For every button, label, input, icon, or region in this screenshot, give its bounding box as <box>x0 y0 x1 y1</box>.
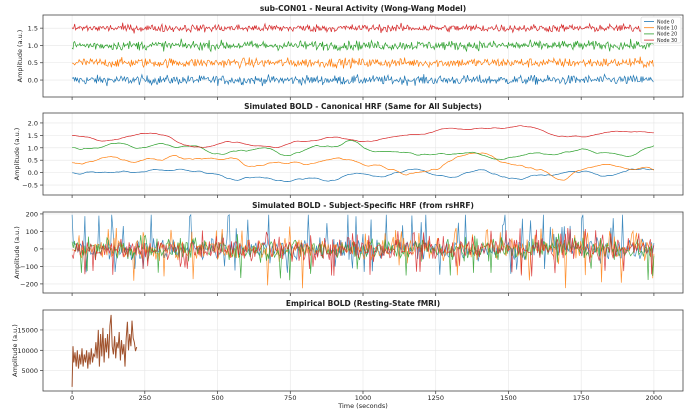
legend-label: Node 30 <box>657 38 677 44</box>
y-tick-label: 5000 <box>21 367 38 375</box>
legend-label: Node 10 <box>657 26 677 32</box>
x-tick-label: 1000 <box>355 394 372 402</box>
series-line-node-30 <box>71 22 654 34</box>
y-tick-label: −100 <box>20 263 38 271</box>
x-tick-label: 1750 <box>573 394 590 402</box>
series-line-2 <box>71 233 655 281</box>
axes-frame <box>42 309 684 392</box>
y-tick-label: 1.5 <box>28 25 38 33</box>
series-line-2 <box>72 140 655 160</box>
y-axis-label: Amplitude (a.u.) <box>13 226 21 279</box>
y-axis-label: Amplitude (a.u.) <box>11 324 19 377</box>
y-tick-label: 0 <box>34 245 38 253</box>
y-tick-label: 0.5 <box>28 59 38 67</box>
series-line-1 <box>72 152 655 181</box>
x-axis-label: Time (seconds) <box>337 402 388 410</box>
series-group <box>71 213 655 289</box>
subplot-title: Simulated BOLD - Subject-Specific HRF (f… <box>252 201 474 210</box>
series-group <box>72 125 655 182</box>
subplot-1: 0.0 0.5 1.0 1.5 sub-CON01 - Neural Activity … <box>16 4 684 100</box>
y-axis-label: Amplitude (a.u.) <box>13 128 21 181</box>
subplot-title: sub-CON01 - Neural Activity (Wong-Wang M… <box>260 4 466 13</box>
subplot-3: −200 −100 0 100 200 Simulated BOLD - Subject-… <box>13 201 684 296</box>
y-tick-label: 0.5 <box>28 157 38 165</box>
series-line-0 <box>72 168 654 182</box>
y-tick-label: 0.0 <box>28 169 38 177</box>
y-tick-label: 15000 <box>17 326 38 334</box>
series-line-3 <box>72 125 654 149</box>
series-line-node-20 <box>71 38 654 53</box>
y-tick-label: 200 <box>26 210 38 218</box>
y-tick-label: 1.0 <box>28 144 38 152</box>
subplot-2: −0.5 0.0 0.5 1.0 1.5 2.0 Simulated BOLD - Cano… <box>13 102 684 198</box>
x-tick-label: 750 <box>284 394 296 402</box>
subplot-title: Empirical BOLD (Resting-State fMRI) <box>286 299 440 308</box>
x-tick-label: 250 <box>139 394 151 402</box>
series-group <box>71 22 654 87</box>
y-tick-label: 2.0 <box>28 119 38 127</box>
legend-box <box>640 16 682 44</box>
series-line-3 <box>71 227 655 277</box>
x-tick-label: 1250 <box>427 394 444 402</box>
series-line-0 <box>71 314 138 387</box>
x-tick-label: 1500 <box>500 394 517 402</box>
y-tick-label: 0.0 <box>28 77 38 85</box>
y-tick-label: −0.5 <box>22 182 38 190</box>
y-tick-label: 1.0 <box>28 42 38 50</box>
series-group <box>71 314 138 387</box>
x-tick-label: 2000 <box>646 394 663 402</box>
legend-label: Node 0 <box>657 19 674 25</box>
legend-label: Node 20 <box>657 32 677 38</box>
y-tick-label: 100 <box>26 228 38 236</box>
y-tick-label: 1.5 <box>28 132 38 140</box>
x-tick-label: 500 <box>211 394 223 402</box>
x-tick-label: 0 <box>70 394 74 402</box>
axes-frame <box>42 112 684 196</box>
y-tick-label: −200 <box>20 280 38 288</box>
axes-frame <box>42 14 684 98</box>
axes-frame <box>42 211 684 294</box>
subplot-title: Simulated BOLD - Canonical HRF (Same for… <box>244 102 482 111</box>
series-line-node-0 <box>71 73 654 87</box>
series-line-node-10 <box>71 56 654 70</box>
y-axis-label: Amplitude (a.u.) <box>16 30 24 83</box>
y-tick-label: 10000 <box>17 347 38 355</box>
